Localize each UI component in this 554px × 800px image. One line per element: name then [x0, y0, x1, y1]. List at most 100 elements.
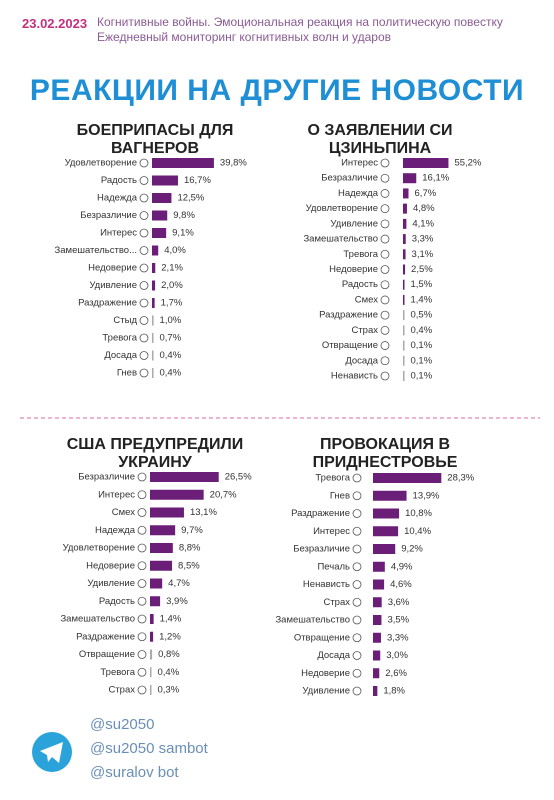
category-label: Отвращение: [79, 649, 135, 660]
bar: [152, 298, 155, 308]
category-label: Удивление: [302, 686, 350, 697]
main-title: РЕАКЦИИ НА ДРУГИЕ НОВОСТИ: [29, 74, 525, 107]
value-label: 4,9%: [391, 561, 413, 572]
value-label: 1,4%: [411, 294, 433, 305]
bar: [403, 310, 405, 321]
subtitle: Ежедневный мониторинг когнитивных волн и…: [97, 30, 391, 44]
bar: [150, 507, 184, 518]
emotion-icon: [352, 633, 362, 643]
emotion-icon: [352, 615, 362, 625]
value-label: 3,6%: [388, 597, 410, 608]
emotion-icon: [380, 158, 390, 168]
bar: [150, 543, 173, 553]
bar: [403, 264, 406, 275]
value-label: 6,7%: [415, 188, 437, 199]
emotion-icon: [139, 351, 149, 360]
category-label: Гнев: [330, 490, 350, 501]
category-label: Интерес: [100, 228, 137, 239]
category-label: Тревога: [343, 249, 378, 260]
emotion-icon: [380, 310, 390, 320]
emotion-icon: [137, 561, 147, 571]
bar: [152, 315, 154, 326]
value-label: 13,1%: [190, 507, 217, 518]
category-label: Замешательство...: [55, 245, 137, 256]
category-label: Безразличие: [293, 544, 350, 555]
bar: [403, 325, 405, 336]
bar: [403, 371, 405, 381]
emotion-icon: [137, 543, 147, 553]
telegram-plane: [40, 742, 63, 763]
bar: [373, 508, 400, 519]
category-label: Недоверие: [301, 668, 350, 679]
value-label: 2,6%: [385, 668, 407, 679]
bar: [152, 175, 178, 186]
category-label: Радость: [342, 279, 378, 290]
bar: [152, 368, 154, 378]
bar: [373, 544, 396, 554]
emotion-icon: [139, 281, 149, 290]
emotion-icon: [352, 509, 362, 518]
category-label: Тревога: [102, 333, 137, 344]
emotion-icon: [139, 158, 149, 168]
bar: [150, 525, 176, 536]
emotion-icon: [352, 651, 362, 660]
footer-link[interactable]: @suralov bot: [90, 764, 179, 781]
emotion-icon: [137, 579, 147, 588]
category-label: Удивление: [87, 578, 135, 589]
emotion-icon: [139, 298, 149, 308]
value-label: 3,1%: [412, 249, 434, 260]
value-label: 9,2%: [401, 544, 423, 555]
emotion-icon: [137, 490, 147, 500]
emotion-icon: [139, 263, 149, 273]
value-label: 4,0%: [164, 245, 186, 256]
value-label: 55,2%: [454, 158, 481, 169]
emotion-icon: [139, 333, 149, 343]
value-label: 8,5%: [178, 560, 200, 571]
value-label: 12,5%: [177, 193, 204, 204]
emotion-icon: [137, 632, 147, 642]
footer-link[interactable]: @su2050: [90, 716, 155, 733]
emotion-icon: [139, 211, 149, 220]
bar: [373, 526, 399, 537]
emotion-icon: [137, 650, 147, 659]
bar: [403, 158, 449, 168]
category-label: Радость: [101, 175, 137, 186]
category-label: Интерес: [98, 489, 135, 500]
value-label: 39,8%: [220, 158, 247, 169]
bar: [152, 245, 159, 256]
bar: [152, 158, 214, 168]
category-label: Раздражение: [291, 508, 350, 519]
bar: [403, 279, 405, 290]
bar: [150, 667, 152, 678]
category-label: Недоверие: [88, 263, 137, 274]
value-label: 0,4%: [160, 350, 182, 361]
category-label: Печаль: [317, 561, 350, 572]
bar: [150, 489, 204, 500]
bar: [152, 263, 156, 273]
category-label: Ненависть: [331, 371, 378, 382]
category-label: Отвращение: [294, 632, 350, 643]
chart-title: США ПРЕДУПРЕДИЛИ УКРАИНУ: [66, 436, 244, 471]
value-label: 0,8%: [158, 649, 180, 660]
emotion-icon: [380, 295, 390, 305]
value-label: 9,7%: [181, 525, 203, 536]
emotion-icon: [139, 368, 149, 378]
value-label: 0,4%: [411, 325, 433, 336]
bar: [152, 350, 154, 361]
value-label: 28,3%: [447, 473, 474, 484]
footer-link[interactable]: @su2050 sambot: [90, 740, 208, 757]
bar: [403, 249, 406, 260]
value-label: 4,7%: [168, 578, 190, 589]
bar: [403, 355, 405, 366]
bar: [152, 228, 167, 238]
bar: [150, 472, 219, 482]
bar: [150, 578, 163, 589]
bar: [150, 631, 154, 642]
category-label: Удовлетворение: [306, 203, 378, 214]
value-label: 0,1%: [411, 355, 433, 366]
category-label: Безразличие: [321, 173, 378, 184]
emotion-icon: [380, 234, 390, 244]
bar: [373, 615, 382, 625]
bar: [373, 561, 385, 572]
category-label: Удовлетворение: [65, 158, 137, 169]
